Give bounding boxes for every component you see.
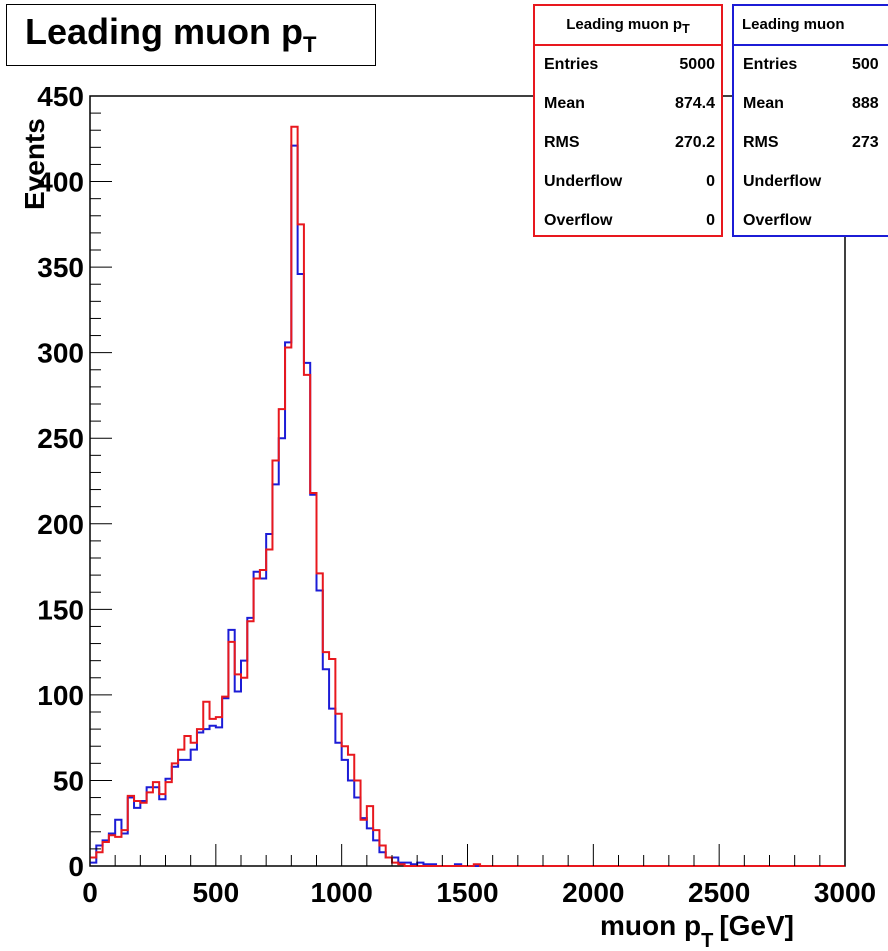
stats-row-entries: Entries 5000 [535, 46, 721, 85]
x-axis-label-unit: [GeV] [719, 910, 794, 941]
stats-value: 500 [852, 56, 879, 73]
stats-row-overflow: Overflow [734, 202, 888, 235]
histogram-series-0 [90, 144, 845, 867]
stats-row-mean: Mean 888 [734, 85, 888, 124]
y-tick-label: 400 [37, 167, 84, 198]
stats-row-underflow: Underflow [734, 163, 888, 202]
chart-title: Leading muon pT [25, 11, 316, 58]
stats-row-overflow: Overflow 0 [535, 202, 721, 235]
x-axis-label: muon pT [GeV] [600, 910, 794, 951]
stats-box-title: Leading muon pT [535, 6, 721, 46]
axis-ticks-layer: 0 500 1000 1500 2000 2500 30000501001502002503… [37, 81, 876, 908]
stats-box-blue: Leading muon Entries 500 Mean 888 RMS 273 U… [732, 4, 888, 237]
stats-label: Underflow [544, 173, 623, 190]
y-tick-label: 300 [37, 338, 84, 369]
stats-label: Entries [544, 56, 599, 73]
stats-label: Underflow [743, 173, 822, 190]
stats-label: Overflow [544, 212, 613, 229]
x-tick-label: 3000 [814, 877, 876, 908]
histogram-series-layer [90, 125, 845, 867]
stats-label: RMS [743, 134, 779, 151]
x-tick-label: 1000 [311, 877, 373, 908]
x-axis-label-sub: T [701, 930, 713, 951]
stats-row-mean: Mean 874.4 [535, 85, 721, 124]
stats-value: 273 [852, 134, 879, 151]
stats-row-rms: RMS 270.2 [535, 124, 721, 163]
stats-value: 270.2 [674, 134, 715, 151]
stats-title-main: Leading muon p [566, 16, 683, 33]
stats-label: Mean [743, 95, 784, 112]
stats-value: 0 [706, 212, 715, 229]
chart-title-sub: T [302, 32, 317, 58]
y-tick-label: 350 [37, 252, 84, 283]
x-tick-label: 2500 [688, 877, 750, 908]
stats-box-title: Leading muon [734, 6, 888, 46]
stats-title-main: Leading muon [742, 16, 845, 33]
y-axis-label: Events [19, 118, 50, 210]
stats-value: 874.4 [674, 95, 715, 112]
x-tick-label: 500 [192, 877, 239, 908]
x-axis-label-main: muon p [600, 910, 701, 941]
x-tick-label: 0 [82, 877, 98, 908]
stats-label: RMS [544, 134, 580, 151]
stats-label: Entries [743, 56, 798, 73]
stats-value: 0 [706, 173, 715, 190]
y-tick-label: 250 [37, 423, 84, 454]
stats-label: Overflow [743, 212, 812, 229]
chart-title-box: Leading muon pT [6, 4, 376, 66]
y-tick-label: 150 [37, 594, 84, 625]
y-tick-label: 200 [37, 509, 84, 540]
x-tick-label: 1500 [436, 877, 498, 908]
stats-row-rms: RMS 273 [734, 124, 888, 163]
chart-title-main: Leading muon p [25, 11, 303, 52]
histogram-series-1 [90, 125, 845, 867]
stats-label: Mean [544, 95, 585, 112]
y-tick-label: 50 [53, 765, 84, 796]
stats-value: 888 [852, 95, 879, 112]
stats-box-red: Leading muon pT Entries 5000 Mean 874.4 RM… [533, 4, 723, 237]
y-tick-label: 450 [37, 81, 84, 112]
x-tick-label: 2000 [562, 877, 624, 908]
y-tick-label: 0 [68, 851, 84, 882]
stats-row-underflow: Underflow 0 [535, 163, 721, 202]
stats-row-entries: Entries 500 [734, 46, 888, 85]
y-tick-label: 100 [37, 680, 84, 711]
stats-value: 5000 [679, 56, 715, 73]
stats-title-sub: T [682, 22, 690, 36]
